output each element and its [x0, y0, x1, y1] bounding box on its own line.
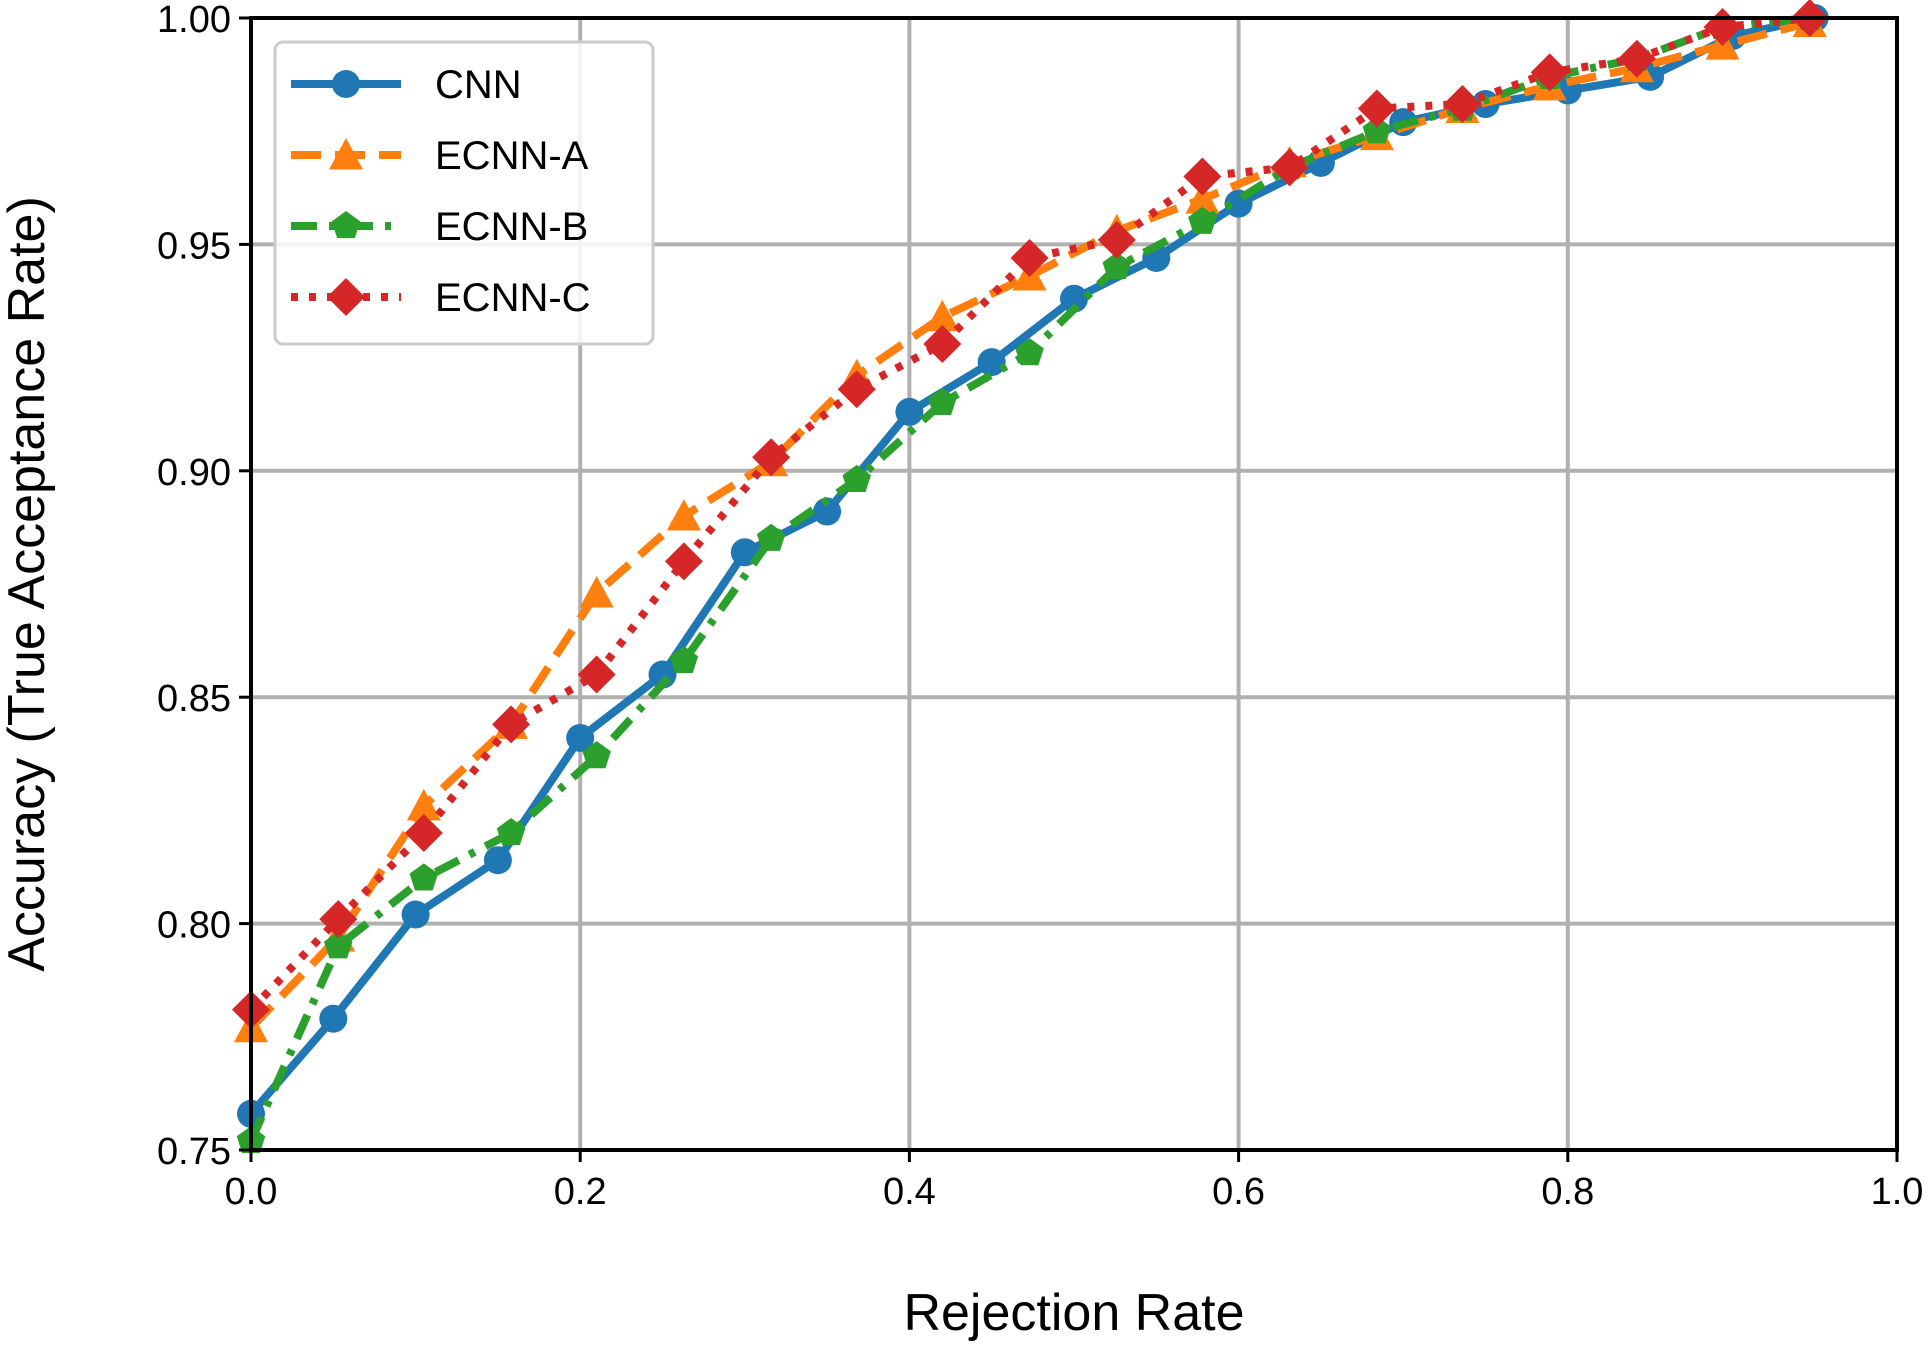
data-point — [496, 818, 526, 846]
data-point — [566, 723, 595, 752]
legend-item-ecnn-a: ECNN-A — [291, 134, 589, 178]
data-point — [319, 1004, 348, 1033]
y-tick-label: 0.90 — [157, 452, 231, 494]
data-point — [669, 645, 699, 674]
data-point — [1357, 89, 1396, 128]
legend: CNN ECNN-A ECNN-B ECNN-C — [273, 40, 655, 346]
x-tick-label: 0.2 — [554, 1171, 607, 1213]
x-tick-label: 0.8 — [1541, 1171, 1594, 1213]
legend-item-ecnn-b: ECNN-B — [291, 205, 588, 249]
x-axis-title: Rejection Rate — [903, 1284, 1244, 1342]
legend-marker — [329, 138, 363, 170]
x-tick-label: 0.6 — [1212, 1171, 1265, 1213]
data-point — [1530, 53, 1569, 92]
data-point — [492, 705, 531, 744]
data-point — [1183, 157, 1222, 196]
data-point — [323, 931, 353, 959]
data-point — [842, 464, 871, 492]
data-point — [837, 370, 876, 409]
legend-label: ECNN-B — [435, 205, 588, 249]
legend-marker — [327, 278, 365, 316]
data-point — [1443, 85, 1482, 124]
data-point — [664, 542, 703, 581]
legend-label: CNN — [435, 63, 522, 107]
data-point — [1617, 39, 1656, 78]
data-point — [1188, 206, 1217, 234]
y-tick-label: 1.00 — [157, 0, 231, 41]
data-point — [483, 846, 512, 875]
data-point — [1097, 220, 1136, 259]
data-point — [928, 387, 957, 416]
y-axis-title: Accuracy (True Acceptance Rate) — [0, 196, 56, 972]
data-point — [401, 900, 430, 929]
data-point — [1015, 338, 1044, 366]
legend-marker — [332, 70, 360, 98]
y-tick-label: 0.75 — [157, 1131, 231, 1173]
data-point — [582, 741, 611, 769]
data-point — [406, 788, 441, 821]
data-point — [923, 325, 962, 364]
data-point — [813, 497, 842, 526]
x-tick-label: 1.0 — [1871, 1171, 1924, 1213]
data-point — [752, 438, 791, 477]
data-point — [577, 655, 616, 694]
legend-marker — [331, 211, 361, 239]
data-point — [756, 523, 786, 551]
data-point — [977, 348, 1006, 377]
plot-frame — [249, 16, 1899, 1152]
legend-box — [273, 40, 655, 346]
data-point — [1060, 284, 1088, 313]
data-point — [1270, 148, 1309, 187]
series-lines — [232, 0, 1829, 1154]
x-tick-label: 0.0 — [225, 1171, 278, 1213]
y-tick-label: 0.95 — [157, 225, 231, 267]
series-ecnn-c — [232, 0, 1829, 1029]
data-point — [1185, 182, 1220, 214]
legend-item-ecnn-c: ECNN-C — [291, 276, 591, 320]
data-point — [1102, 252, 1132, 280]
data-point — [404, 814, 443, 853]
data-point — [1362, 116, 1392, 144]
data-point — [319, 900, 358, 939]
y-tick-label: 0.85 — [157, 678, 231, 720]
x-tick-label: 0.4 — [883, 1171, 936, 1213]
data-point — [1010, 238, 1049, 277]
legend-label: ECNN-A — [435, 134, 589, 178]
y-tick-label: 0.80 — [157, 905, 231, 947]
legend-item-cnn: CNN — [291, 63, 522, 107]
data-point — [666, 499, 701, 531]
data-point — [895, 397, 924, 426]
data-point — [925, 299, 960, 332]
data-point — [579, 576, 614, 608]
axis-ticks: 0.0 0.2 0.4 0.6 0.8 1.0 0.75 0.80 0.85 0.90 0.95 1.… — [157, 0, 1923, 1213]
data-point — [409, 863, 439, 891]
legend-label: ECNN-C — [435, 276, 591, 320]
